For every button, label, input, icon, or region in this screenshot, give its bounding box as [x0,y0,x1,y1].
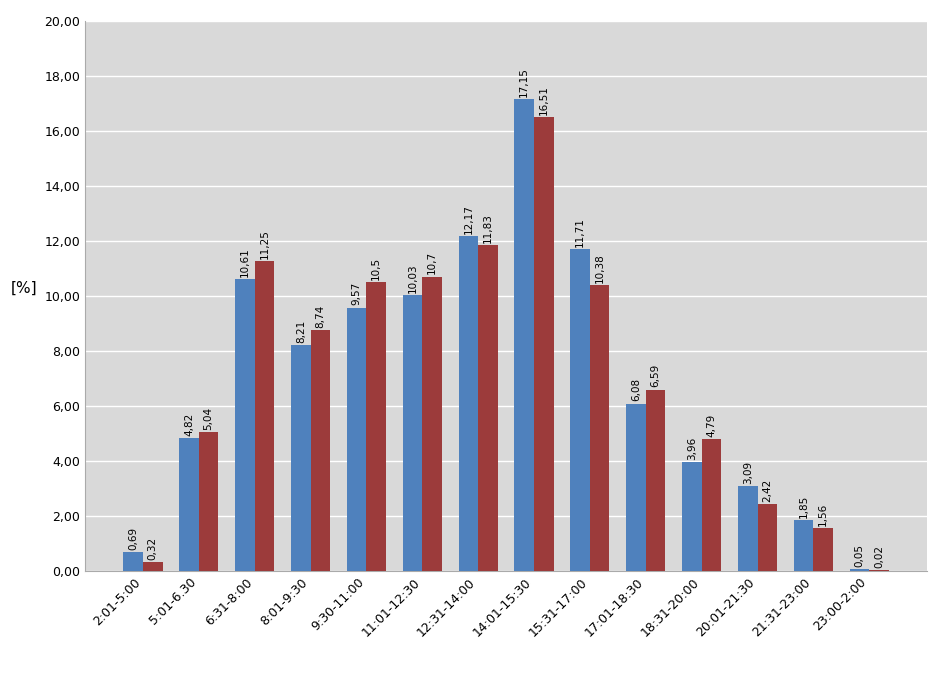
Text: 11,25: 11,25 [259,230,270,259]
Bar [291,345,310,571]
Text: 17,15: 17,15 [519,67,529,97]
Text: 10,38: 10,38 [595,253,604,283]
Bar [738,486,758,571]
Text: 1,85: 1,85 [798,494,809,518]
Text: 12,17: 12,17 [464,204,473,234]
Y-axis label: [%]: [%] [10,280,37,296]
Text: 16,51: 16,51 [539,85,549,115]
Text: 5,04: 5,04 [203,407,214,430]
Bar [814,528,832,571]
Bar [515,100,534,571]
Bar [626,404,646,571]
Text: 6,08: 6,08 [631,378,641,402]
Text: 3,96: 3,96 [687,436,697,459]
Bar [534,117,553,571]
Bar [254,262,274,571]
Text: 4,82: 4,82 [184,413,194,436]
Text: 8,21: 8,21 [296,319,306,343]
Bar [682,462,702,571]
Bar [758,504,777,571]
Bar [459,236,478,571]
Bar [403,295,422,571]
Bar [236,279,254,571]
Bar [422,276,442,571]
Text: 2,42: 2,42 [762,479,772,502]
Text: 0,05: 0,05 [854,544,865,567]
Text: 3,09: 3,09 [743,461,753,484]
Text: 10,7: 10,7 [427,251,437,274]
Text: 10,61: 10,61 [240,247,250,277]
Text: 10,5: 10,5 [371,257,381,280]
Bar [850,569,869,571]
Bar [143,562,163,571]
Bar [570,248,590,571]
Bar [310,331,330,571]
Text: 6,59: 6,59 [651,364,660,388]
Bar [199,432,219,571]
Bar [590,285,609,571]
Text: 9,57: 9,57 [352,282,361,306]
Text: 11,83: 11,83 [483,214,493,244]
Text: 0,02: 0,02 [874,545,884,568]
Text: 0,32: 0,32 [148,537,158,560]
Bar [794,520,814,571]
Bar [702,439,721,571]
Bar [123,552,143,571]
Bar [366,282,386,571]
Bar [347,308,366,571]
Text: 0,69: 0,69 [129,526,138,550]
Text: 10,03: 10,03 [408,263,417,293]
Bar [180,438,199,571]
Text: 11,71: 11,71 [575,216,586,246]
Text: 1,56: 1,56 [818,503,828,525]
Text: 8,74: 8,74 [315,305,325,329]
Bar [646,390,665,571]
Text: 4,79: 4,79 [707,413,716,437]
Bar [478,246,498,571]
